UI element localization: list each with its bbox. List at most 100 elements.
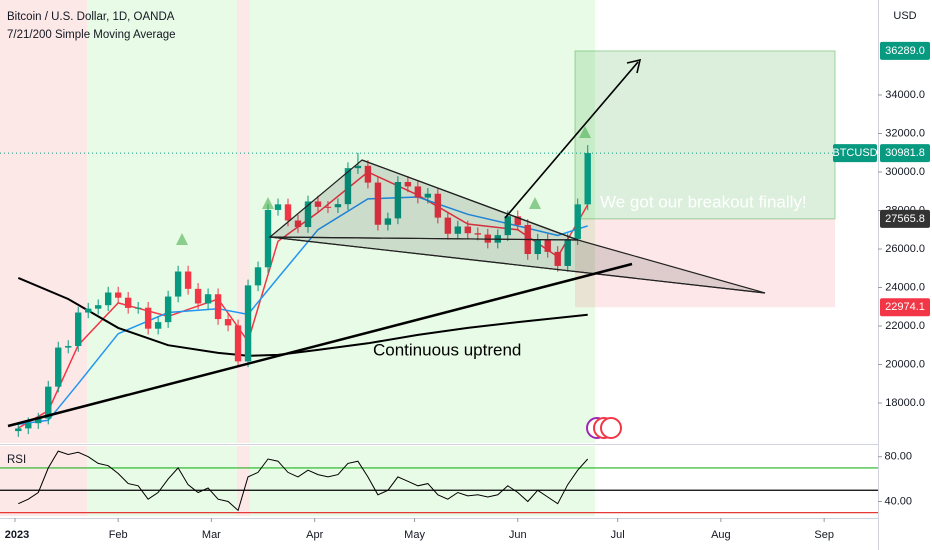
entry-label-text: 27565.8: [885, 213, 925, 225]
y-tick-label: 30000.0: [885, 166, 925, 178]
rsi-label: RSI: [7, 454, 26, 466]
x-tick-label: Jun: [509, 529, 527, 541]
trendline: [7, 262, 633, 428]
candle-body: [154, 322, 162, 329]
candle-body: [294, 220, 302, 228]
candle-body: [444, 217, 452, 234]
candle-body: [124, 297, 132, 308]
x-tick-label: Apr: [306, 529, 323, 541]
candle-body: [454, 226, 462, 234]
candle-body: [394, 182, 402, 219]
candle-body: [364, 165, 372, 183]
chart-subtitle: 7/21/200 Simple Moving Average: [7, 29, 176, 41]
x-tick-label: 2023: [5, 529, 29, 541]
position-box: [574, 50, 836, 308]
candle-body: [45, 386, 52, 419]
annotation: Continuous uptrend: [373, 340, 521, 359]
candle-body: [104, 292, 112, 306]
stop-label: [880, 298, 930, 317]
candle-body: [244, 285, 252, 362]
candle-body: [304, 201, 312, 228]
candle-body: [374, 182, 382, 225]
bg-band: [237, 0, 250, 443]
candle-body: [404, 182, 412, 187]
candle-body: [284, 204, 292, 221]
candle-body: [184, 271, 192, 289]
stop-label-text: 22974.1: [885, 301, 925, 313]
candle-body: [204, 294, 212, 304]
signal: [262, 197, 274, 209]
bg-band: [0, 0, 87, 443]
chart-title: Bitcoin / U.S. Dollar, 1D, OANDA: [7, 11, 175, 23]
y-tick-label: 24000.0: [885, 281, 925, 293]
target-label-text: 36289.0: [885, 45, 925, 57]
candle-body: [274, 204, 282, 210]
candle-body: [134, 307, 142, 309]
signal: [529, 197, 541, 209]
candle-body: [114, 292, 122, 298]
candle-body: [564, 239, 571, 266]
candle-body: [544, 239, 551, 252]
line: [18, 196, 588, 425]
line: [18, 450, 589, 512]
y-tick-label: 26000.0: [885, 243, 925, 255]
currency-label: USD: [893, 10, 916, 22]
target-zone: [574, 50, 836, 220]
rsi-tick-label: 40.00: [884, 495, 912, 507]
candle-body: [514, 216, 521, 225]
candle-body: [55, 347, 62, 387]
candle-body: [164, 296, 172, 323]
y-tick-label: 22000.0: [885, 320, 925, 332]
candle-body: [25, 423, 32, 429]
drawings: [7, 58, 766, 439]
candle-body: [324, 206, 332, 208]
bg-band: [237, 446, 250, 516]
candle-body: [15, 428, 22, 432]
candle-body: [414, 186, 422, 198]
candle-body: [434, 193, 442, 218]
candle-body: [424, 193, 432, 198]
candle-body: [264, 209, 272, 268]
candle-body: [334, 204, 342, 208]
candle-body: [504, 216, 511, 236]
y-tick-label: 32000.0: [885, 127, 925, 139]
last-price-label-text: 30981.8: [885, 147, 925, 159]
symbol-label-text: BTCUSD: [832, 147, 877, 159]
y-tick-label: 20000.0: [885, 358, 925, 370]
candle-body: [194, 288, 202, 304]
candle-body: [174, 271, 182, 297]
arrow-head: [626, 58, 642, 74]
event-icon: [600, 417, 622, 439]
candle-body: [574, 204, 581, 240]
target-label: [880, 41, 930, 60]
x-tick-label: Feb: [109, 529, 128, 541]
candle-body: [254, 267, 262, 286]
x-tick-label: May: [404, 529, 425, 541]
x-tick-label: Mar: [202, 529, 221, 541]
bg-band: [87, 0, 237, 443]
candle-body: [354, 165, 362, 169]
candle-body: [35, 418, 42, 424]
candle-body: [314, 201, 322, 207]
arrow: [504, 61, 639, 219]
candle-body: [75, 312, 82, 347]
annotation: We got our breakout finally!: [600, 192, 807, 211]
line: [17, 171, 589, 429]
candle-body: [534, 239, 541, 255]
candle-body: [554, 251, 561, 266]
candle-body: [234, 325, 242, 362]
candle-body: [474, 233, 482, 235]
candle-body: [214, 294, 222, 320]
signal: [579, 126, 591, 138]
symbol-label: [833, 144, 877, 163]
candle-body: [384, 218, 392, 225]
y-tick-label: 34000.0: [885, 89, 925, 101]
candle-body: [65, 346, 72, 348]
wedge-edge: [269, 236, 766, 294]
last-price-label: [880, 144, 930, 163]
candle-body: [85, 308, 92, 313]
candle-body: [94, 305, 102, 309]
bg-band: [87, 446, 237, 516]
